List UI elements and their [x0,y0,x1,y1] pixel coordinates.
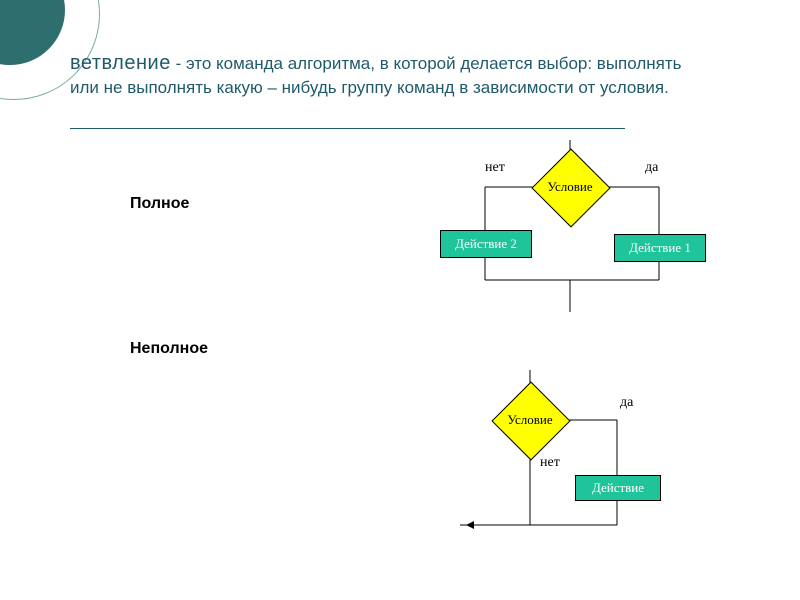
section-label-full: Полное [130,195,189,213]
title-underline [70,128,625,129]
full-diamond [531,148,610,227]
full-label-no: нет [485,160,505,176]
partial-label-yes: да [620,395,633,411]
partial-label-no: нет [540,455,560,471]
page-title: ветвление - это команда алгоритма, в кот… [70,50,710,100]
partial-diamond [491,381,570,460]
full-label-yes: да [645,160,658,176]
full-action1: Действие 1 [614,234,706,262]
partial-action: Действие [575,475,661,501]
section-label-partial: Неполное [130,340,208,358]
full-action2: Действие 2 [440,230,532,258]
title-keyword: ветвление [70,52,171,74]
